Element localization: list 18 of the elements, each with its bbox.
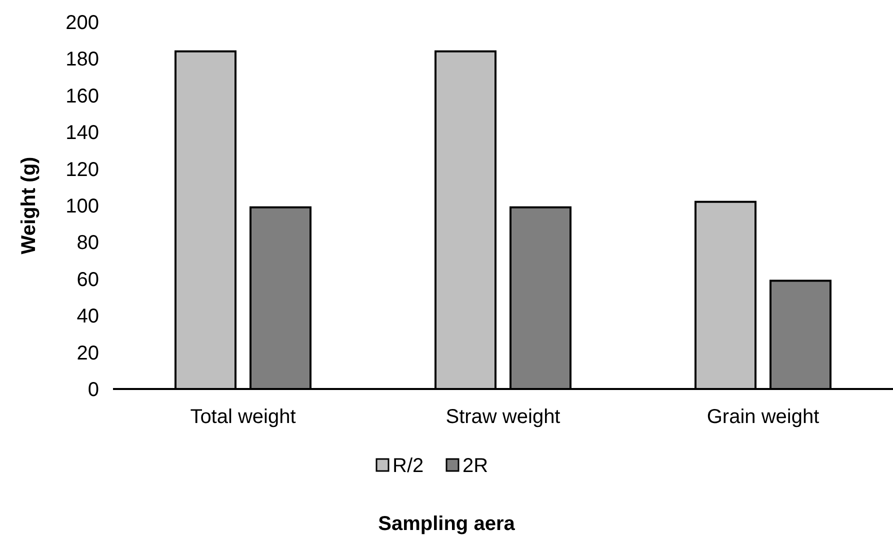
x-tick-label: Grain weight	[706, 406, 820, 428]
y-tick-label: 0	[88, 379, 99, 401]
legend-label: R/2	[392, 455, 424, 477]
y-axis-title: Weight (g)	[18, 156, 40, 254]
y-tick-label: 180	[66, 48, 99, 71]
y-tick-label: 20	[76, 342, 99, 364]
y-tick-label: 100	[66, 196, 99, 218]
x-axis-title: Sampling aera	[378, 513, 516, 535]
y-tick-label: 60	[76, 268, 99, 291]
y-tick-label: 160	[66, 85, 99, 108]
x-tick-label: Total weight	[190, 406, 296, 428]
y-tick-label: 140	[66, 122, 99, 144]
y-tick-label: 40	[76, 306, 99, 328]
y-tick-label: 80	[76, 232, 99, 254]
x-tick-label: Straw weight	[446, 406, 561, 428]
y-tick-label: 200	[66, 12, 99, 34]
y-tick-label: 120	[66, 158, 99, 181]
legend-label: 2R	[462, 455, 488, 477]
